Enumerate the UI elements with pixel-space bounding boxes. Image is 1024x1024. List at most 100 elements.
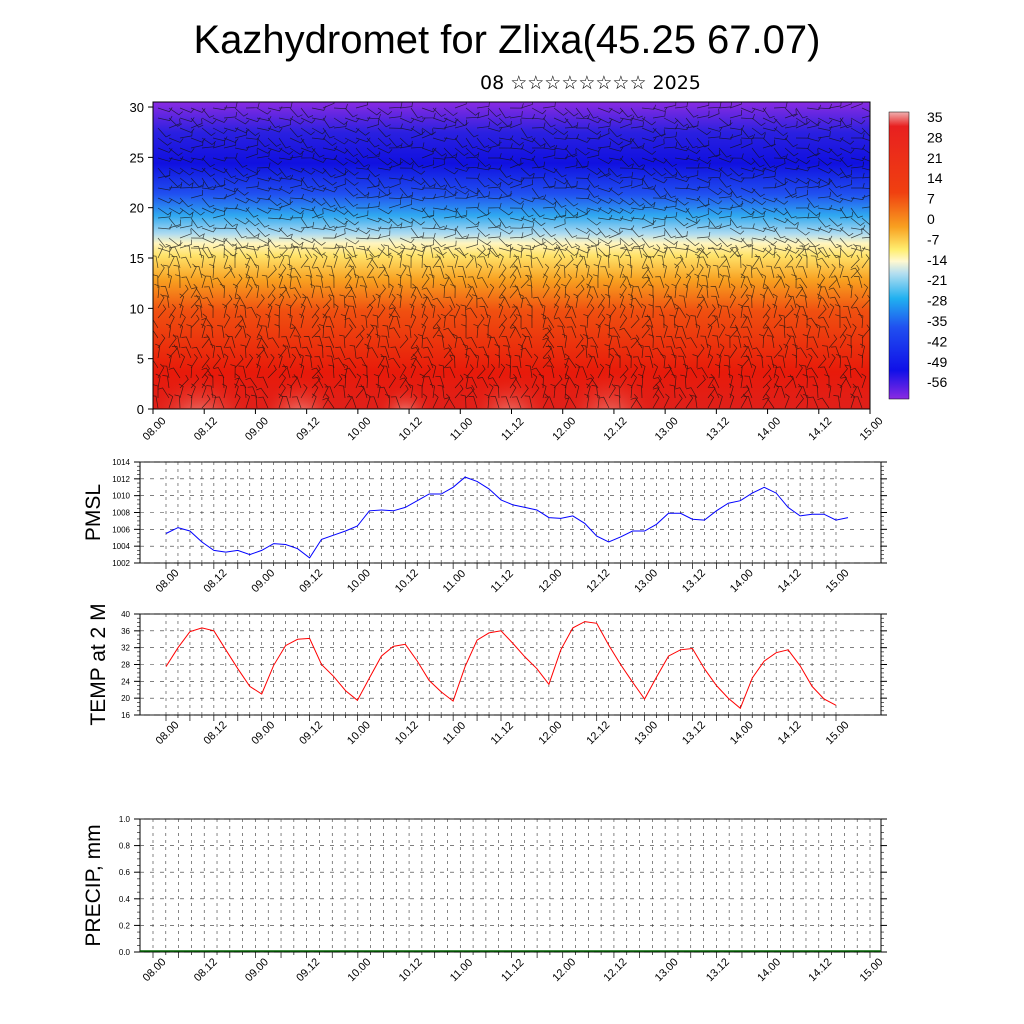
y-tick-label: 40 [121,610,130,619]
x-tick-label: 11.12 [489,720,516,747]
x-tick-label: 09.12 [294,956,322,984]
x-tick-label: 10.00 [345,956,373,984]
x-tick-label: 13.00 [653,415,681,443]
y-tick-label: 30 [130,100,144,115]
x-tick-label: 12.00 [536,567,564,595]
colorbar-label: -28 [927,293,947,309]
cross-section-panel: 0 5 10 15 20 25 30 08.00 08.12 09.00 09.12 10.00 10… [130,100,886,443]
y-tick-label: 10 [130,301,144,316]
x-tick-label: 08.00 [141,415,169,443]
x-tick-label: 10.12 [393,719,421,747]
x-tick-label: 12.00 [550,415,578,443]
x-tick-label: 13.00 [653,956,681,984]
y-tick-label: 24 [121,677,130,686]
x-tick-label: 11.00 [448,957,475,984]
x-tick-label: 13.00 [632,719,660,747]
colorbar-label: 0 [927,211,935,227]
y-tick-label: 1.0 [119,815,131,824]
colorbar-label: -35 [927,313,947,329]
x-tick-label: 08.12 [192,956,220,984]
x-tick-label: 15.00 [824,719,852,747]
colorbar-label: 7 [927,191,935,207]
y-tick-label: 0.0 [119,948,131,957]
x-tick-label: 09.12 [297,719,325,747]
y-tick-label: 1012 [112,475,130,484]
y-tick-label: 28 [121,661,130,670]
y-tick-label: 32 [121,644,130,653]
x-tick-label: 08.12 [192,415,220,443]
y-axis-label: PRECIP, mm [82,824,105,946]
colorbar-label: 35 [927,109,943,125]
y-tick-label: 0.8 [119,842,131,851]
x-tick-label: 11.00 [441,568,468,595]
series-line [165,621,837,710]
x-tick-label: 14.00 [728,719,756,747]
x-tick-label: 08.12 [201,567,229,595]
colorbar-label: 21 [927,150,943,166]
y-tick-label: 1006 [112,525,130,534]
x-tick-label: 14.12 [806,415,834,443]
y-tick-label: 0.6 [119,868,131,877]
x-tick-label: 14.12 [776,719,804,747]
x-tick-label: 12.00 [550,956,578,984]
x-tick-label: 08.00 [154,567,182,595]
x-tick-label: 12.12 [584,567,612,595]
x-tick-label: 10.12 [397,956,425,984]
x-tick-label: 12.12 [602,956,630,984]
x-tick-label: 15.00 [824,567,852,595]
x-tick-label: 12.12 [584,719,612,747]
y-tick-label: 0.2 [119,921,131,930]
y-tick-label: 36 [121,627,130,636]
x-tick-label: 13.12 [680,567,708,595]
x-tick-label: 08.00 [154,719,182,747]
colorbar: 35 28 21 14 7 0 -7 -14 -21 -28 -35 -42 -49 -56 [888,109,947,400]
x-tick-label: 08.00 [141,956,169,984]
warm-core [380,372,430,409]
x-tick-label: 11.12 [499,957,526,984]
wind-barbs [153,102,870,409]
colorbar-label: -14 [927,252,947,268]
colorbar-label: -42 [927,333,947,349]
temperature-panel: 16 20 24 28 32 36 40 TEMP at 2 M 08.00 08.12 09.00… [87,603,887,747]
y-tick-label: 1008 [112,509,130,518]
y-tick-label: 25 [130,150,144,165]
chart-subtitle: 08 ☆☆☆☆☆☆☆☆ 2025 [480,72,701,94]
x-tick-label: 13.00 [632,567,660,595]
chart-title: Kazhydromet for Zlixa(45.25 67.07) [193,18,821,62]
heatmap-x-axis: 08.00 08.12 09.00 09.12 10.00 10.12 11.00 11.12… [141,409,886,443]
y-tick-label: 5 [137,352,144,367]
colorbar-label: -21 [927,272,947,288]
x-tick-label: 14.12 [806,956,834,984]
y-axis-label: TEMP at 2 M [87,603,110,725]
x-tick-label: 14.00 [728,567,756,595]
x-tick-label: 10.12 [393,567,421,595]
x-tick-label: 10.00 [345,415,373,443]
x-tick-label: 14.00 [755,415,783,443]
x-tick-label: 14.00 [755,956,783,984]
colorbar-label: 14 [927,170,943,186]
x-tick-label: 11.12 [499,416,526,443]
y-tick-label: 1014 [112,458,130,467]
colorbar-label: -49 [927,354,947,370]
y-tick-label: 16 [121,711,130,720]
x-tick-label: 10.00 [345,719,373,747]
x-tick-label: 09.12 [294,415,322,443]
x-tick-label: 13.12 [680,719,708,747]
precipitation-panel: 0.0 0.2 0.4 0.6 0.8 1.0 PRECIP, mm 08.00 08.12 09… [82,815,887,984]
x-tick-label: 13.12 [704,415,732,443]
warm-core [475,355,545,409]
x-tick-label: 09.00 [243,956,271,984]
series-line [165,476,849,559]
x-tick-label: 15.00 [858,956,886,984]
y-tick-label: 15 [130,251,144,266]
y-tick-label: 20 [130,201,144,216]
x-tick-label: 09.00 [249,719,277,747]
x-tick-label: 10.00 [345,567,373,595]
x-tick-label: 12.00 [536,719,564,747]
x-tick-label: 09.12 [297,567,325,595]
pmsl-panel: 1002 1004 1006 1008 1010 1012 1014 PMSL 08.00 08.… [82,458,887,595]
y-tick-label: 1002 [112,559,130,568]
x-tick-label: 09.00 [243,415,271,443]
x-tick-label: 10.12 [397,415,425,443]
